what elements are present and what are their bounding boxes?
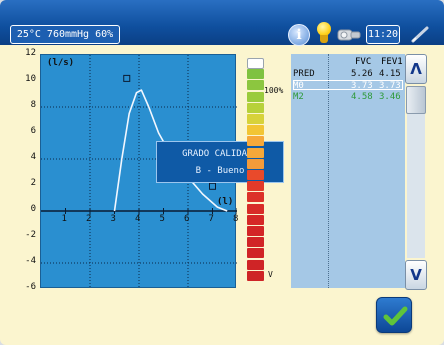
y-tick-label: 12 [25, 48, 36, 58]
curve-marker [123, 74, 131, 82]
quality-bar-segment [247, 214, 264, 225]
result-m0-fvc: 3.73 [351, 80, 373, 91]
confirm-button[interactable] [376, 297, 412, 333]
y-tick-label: 0 [30, 204, 36, 214]
bulb-glass [317, 22, 331, 36]
info-icon[interactable]: i [288, 24, 310, 46]
flow-volume-curve [113, 89, 228, 212]
scroll-track[interactable] [407, 86, 425, 258]
bulb-base [320, 35, 328, 43]
quality-bar-segment [247, 248, 264, 259]
y-tick-label: 10 [25, 74, 36, 84]
pen-icon[interactable] [408, 25, 432, 44]
x-tick-label: 2 [86, 214, 92, 224]
quality-grade-value: B - Bueno [195, 166, 245, 176]
quality-bar-bottom-label: V [268, 270, 273, 279]
results-divider [328, 54, 329, 288]
quality-grade-title: GRADO CALIDAD: [182, 149, 258, 159]
quality-bar-segment [247, 147, 264, 158]
x-axis-unit: (l) [217, 197, 234, 207]
quality-bar-top-cap [247, 58, 264, 69]
quality-bar-segment [247, 125, 264, 136]
quality-bar-segment [247, 170, 264, 180]
y-tick-label: 6 [30, 126, 36, 136]
quality-bar-segment [247, 237, 264, 248]
y-tick-label: -2 [25, 230, 36, 240]
y-tick-label: 2 [30, 178, 36, 188]
quality-bar-segment [247, 80, 264, 91]
flow-volume-plot [41, 55, 237, 289]
x-tick-label: 6 [184, 214, 190, 224]
quality-bar-segment [247, 181, 264, 192]
quality-bar-segment [247, 226, 264, 236]
header-fev1: FEV1 [381, 57, 403, 67]
quality-level-bar [247, 58, 264, 282]
y-tick-label: -6 [25, 282, 36, 292]
result-m2-label: M2 [293, 92, 304, 102]
x-tick-label: 8 [233, 214, 239, 224]
quality-bar-segment [247, 203, 264, 214]
result-m0-label: M0 [293, 80, 304, 91]
quality-bar-segment [247, 114, 264, 124]
quality-bar-segment [247, 259, 264, 270]
scroll-thumb[interactable] [406, 86, 426, 114]
quality-bar-segment [247, 192, 264, 203]
checkmark-icon [383, 306, 408, 326]
y-tick-label: -4 [25, 256, 36, 266]
y-axis-unit: (l/s) [47, 58, 75, 68]
result-pred-label: PRED [293, 69, 315, 79]
y-tick-label: 8 [30, 100, 36, 110]
quality-bar-segment [247, 158, 264, 169]
result-pred-fev1: 4.15 [379, 69, 401, 79]
curve-marker [209, 182, 216, 190]
quality-bar-segment [247, 136, 264, 147]
x-tick-label: 1 [61, 214, 67, 224]
clock[interactable]: 11:20 [366, 25, 400, 44]
flow-volume-graph: (l/s) (l) [40, 54, 237, 289]
environment-readout[interactable]: 25°C 760mmHg 60% [10, 25, 120, 44]
scroll-up-button[interactable]: Λ [405, 54, 427, 84]
y-tick-label: 4 [30, 152, 36, 162]
result-pred-fvc: 5.26 [351, 69, 373, 79]
x-tick-label: 4 [135, 214, 141, 224]
result-m0-fev1: 3.73 [379, 80, 401, 91]
x-tick-label: 5 [159, 214, 165, 224]
x-tick-label: 3 [110, 214, 116, 224]
status-bar: 25°C 760mmHg 60% i 11:20 [0, 0, 444, 46]
results-table: FVC FEV1 PRED 5.26 4.15 M0 3.73 3.73 M2 4.58 3.4… [291, 54, 405, 288]
quality-bar-segment [247, 270, 264, 281]
quality-grade-popup[interactable]: GRADO CALIDAD: B - Bueno [156, 141, 284, 183]
quality-bar-segment [247, 91, 264, 102]
pump-icon[interactable] [336, 24, 362, 46]
scroll-down-button[interactable]: V [405, 260, 427, 290]
bulb-icon[interactable] [317, 22, 331, 46]
selected-row-highlight [293, 80, 403, 90]
quality-bar-segment [247, 69, 264, 80]
x-tick-label: 7 [208, 214, 214, 224]
header-fvc: FVC [355, 57, 372, 67]
quality-bar-top-label: 100% [264, 86, 284, 95]
quality-bar-segment [247, 102, 264, 113]
result-m2-fvc: 4.58 [351, 92, 373, 102]
result-m2-fev1: 3.46 [379, 92, 401, 102]
